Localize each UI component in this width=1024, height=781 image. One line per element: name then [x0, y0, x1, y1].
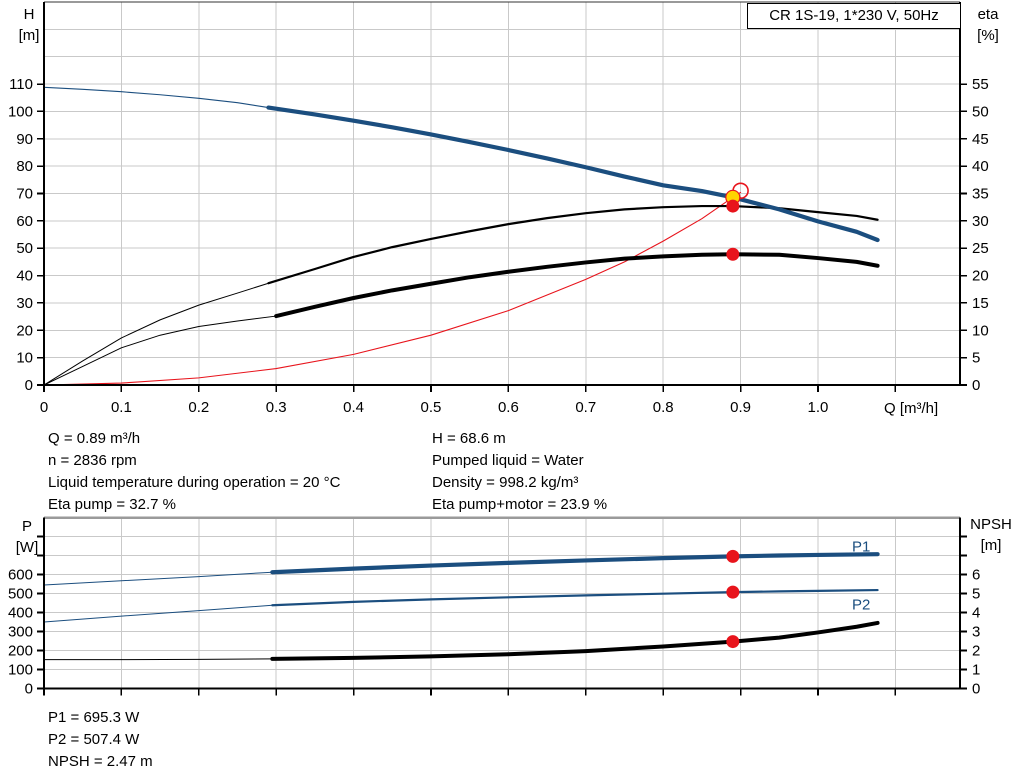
svg-text:200: 200 — [8, 643, 33, 660]
svg-text:0: 0 — [972, 681, 980, 698]
p1-curve — [43, 552, 880, 586]
npsh-curve — [43, 620, 880, 661]
info-speed: n = 2836 rpm — [48, 452, 137, 469]
npsh-axis-label: NPSH [m] — [970, 516, 1012, 554]
info-p1: P1 = 695.3 W — [48, 709, 140, 726]
svg-text:3: 3 — [972, 624, 980, 641]
svg-text:40: 40 — [972, 158, 989, 175]
duty-point-eta-pump-marker — [726, 199, 740, 213]
svg-text:10: 10 — [972, 322, 989, 339]
svg-text:6: 6 — [972, 567, 980, 584]
svg-text:40: 40 — [16, 268, 33, 285]
svg-text:25: 25 — [972, 240, 989, 257]
svg-text:10: 10 — [16, 350, 33, 367]
svg-text:2: 2 — [972, 643, 980, 660]
flow-axis-label: Q [m³/h] — [884, 400, 939, 417]
svg-text:0: 0 — [972, 377, 980, 394]
info-pumped-liquid: Pumped liquid = Water — [432, 452, 584, 469]
svg-text:100: 100 — [8, 662, 33, 679]
svg-text:0.2: 0.2 — [188, 399, 209, 416]
head-tick-marks — [37, 83, 967, 392]
svg-text:0: 0 — [25, 681, 33, 698]
duty-point-npsh-marker — [726, 635, 740, 649]
svg-text:300: 300 — [8, 624, 33, 641]
head-chart: 0 10 20 30 40 50 60 70 80 90 100 110 0 5 10 15 20 25 30 35 4… — [8, 1, 989, 416]
svg-text:0.6: 0.6 — [498, 399, 519, 416]
system-resistance-curve — [43, 191, 742, 386]
power-gridlines — [44, 517, 960, 689]
svg-text:30: 30 — [972, 213, 989, 230]
svg-text:45: 45 — [972, 131, 989, 148]
svg-text:0.5: 0.5 — [421, 399, 442, 416]
svg-text:5: 5 — [972, 586, 980, 603]
svg-text:600: 600 — [8, 567, 33, 584]
svg-text:4: 4 — [972, 605, 980, 622]
pump-title-box: CR 1S-19, 1*230 V, 50Hz — [747, 3, 961, 29]
svg-text:0: 0 — [25, 377, 33, 394]
info-npsh: NPSH = 2.47 m — [48, 753, 153, 770]
svg-text:55: 55 — [972, 76, 989, 93]
svg-text:0: 0 — [40, 399, 48, 416]
head-axis-label: H [m] — [18, 6, 40, 44]
svg-text:100: 100 — [8, 103, 33, 120]
info-p2: P2 = 507.4 W — [48, 731, 140, 748]
head-tick-labels: 0 10 20 30 40 50 60 70 80 90 100 110 0 5 10 15 20 25 30 35 4… — [8, 76, 989, 416]
power-tick-marks — [37, 535, 967, 696]
duty-point-eta-pump-motor-marker — [726, 247, 740, 261]
info-liquid-temp: Liquid temperature during operation = 20… — [48, 474, 341, 491]
eta-pump-motor-curve — [43, 252, 880, 386]
svg-text:0.1: 0.1 — [111, 399, 132, 416]
svg-text:0.4: 0.4 — [343, 399, 364, 416]
svg-text:110: 110 — [9, 76, 33, 93]
svg-text:80: 80 — [16, 158, 33, 175]
svg-text:0.7: 0.7 — [575, 399, 596, 416]
info-head: H = 68.6 m — [432, 430, 506, 447]
svg-text:15: 15 — [972, 295, 989, 312]
svg-text:20: 20 — [972, 268, 989, 285]
power-tick-labels: 0 100 200 300 400 500 600 0 1 2 3 4 5 6 — [8, 567, 980, 698]
svg-text:50: 50 — [972, 103, 989, 120]
svg-text:1.0: 1.0 — [808, 399, 829, 416]
head-gridlines — [44, 2, 960, 385]
info-flow: Q = 0.89 m³/h — [48, 430, 141, 447]
svg-text:60: 60 — [16, 213, 33, 230]
svg-text:30: 30 — [16, 295, 33, 312]
svg-text:90: 90 — [16, 131, 33, 148]
duty-point-p1-marker — [726, 549, 740, 563]
svg-text:35: 35 — [972, 186, 989, 203]
info-eta-pump: Eta pump = 32.7 % — [48, 496, 176, 513]
info-density: Density = 998.2 kg/m³ — [432, 474, 579, 491]
duty-point-p2-marker — [726, 585, 740, 599]
eta-pump-curve — [43, 204, 879, 386]
info-eta-pump-motor: Eta pump+motor = 23.9 % — [432, 496, 608, 513]
power-axes — [43, 516, 961, 690]
svg-text:400: 400 — [8, 605, 33, 622]
power-axis-label: P [W] — [15, 518, 39, 556]
svg-text:1: 1 — [972, 662, 980, 679]
eta-axis-label: eta [%] — [977, 6, 999, 44]
p2-curve-label: P2 — [852, 597, 870, 614]
p1-curve-label: P1 — [852, 538, 870, 555]
svg-text:20: 20 — [16, 322, 33, 339]
svg-text:0.3: 0.3 — [266, 399, 287, 416]
svg-text:5: 5 — [972, 350, 980, 367]
svg-text:500: 500 — [8, 586, 33, 603]
p2-curve — [43, 588, 879, 623]
power-chart: 0 100 200 300 400 500 600 0 1 2 3 4 5 6 P1 P2 — [8, 516, 980, 698]
svg-text:50: 50 — [16, 240, 33, 257]
svg-text:0.8: 0.8 — [653, 399, 674, 416]
head-curve — [43, 86, 880, 243]
svg-text:70: 70 — [16, 186, 33, 203]
svg-text:0.9: 0.9 — [730, 399, 751, 416]
